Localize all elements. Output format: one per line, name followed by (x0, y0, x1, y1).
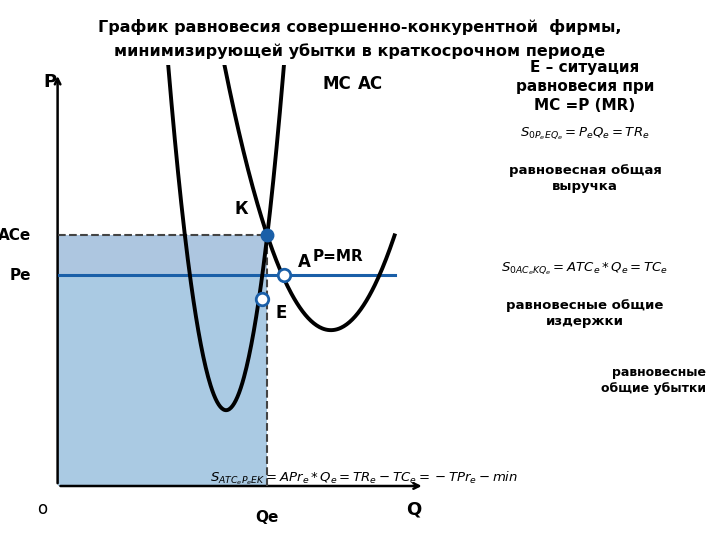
Text: МС =Р (MR): МС =Р (MR) (534, 98, 636, 113)
Text: МС: МС (322, 75, 351, 93)
Text: АСе: АСе (0, 228, 32, 243)
Text: равновесные: равновесные (611, 366, 706, 379)
Text: P=MR: P=MR (312, 249, 363, 264)
Text: К: К (234, 200, 248, 218)
Text: выручка: выручка (552, 180, 618, 193)
Text: P: P (43, 73, 57, 91)
Text: общие убытки: общие убытки (600, 382, 706, 395)
Text: Е – ситуация: Е – ситуация (531, 60, 639, 75)
Text: равновесная общая: равновесная общая (508, 164, 662, 177)
Bar (58, 235, 267, 275)
Text: о: о (37, 500, 48, 518)
Text: Ре: Ре (10, 268, 32, 283)
Bar (58, 275, 267, 486)
Text: равновесные общие: равновесные общие (506, 299, 664, 312)
Text: $\it{S_{0P_eEQ_e} = P_eQ_e = TR_e}$: $\it{S_{0P_eEQ_e} = P_eQ_e = TR_e}$ (521, 125, 649, 142)
Text: Е: Е (275, 303, 287, 321)
Text: издержки: издержки (546, 315, 624, 328)
Text: $\it{S_{0AC_eKQ_e} = ATC_e * Q_e = TC_e}$: $\it{S_{0AC_eKQ_e} = ATC_e * Q_e = TC_e}… (501, 260, 669, 277)
Text: минимизирующей убытки в краткосрочном периоде: минимизирующей убытки в краткосрочном пе… (114, 43, 606, 59)
Text: Qe: Qe (256, 510, 279, 525)
Text: Q: Q (405, 500, 421, 518)
Text: График равновесия совершенно-конкурентной  фирмы,: График равновесия совершенно-конкурентно… (98, 19, 622, 35)
Text: А: А (298, 253, 311, 271)
Text: АС: АС (358, 75, 383, 93)
Text: равновесия при: равновесия при (516, 79, 654, 94)
Text: $\it{S_{ATC_eP_eEK} = APr_e * Q_e = TR_e - TC_e = -TPr_e - min}$: $\it{S_{ATC_eP_eEK} = APr_e * Q_e = TR_e… (210, 470, 518, 487)
